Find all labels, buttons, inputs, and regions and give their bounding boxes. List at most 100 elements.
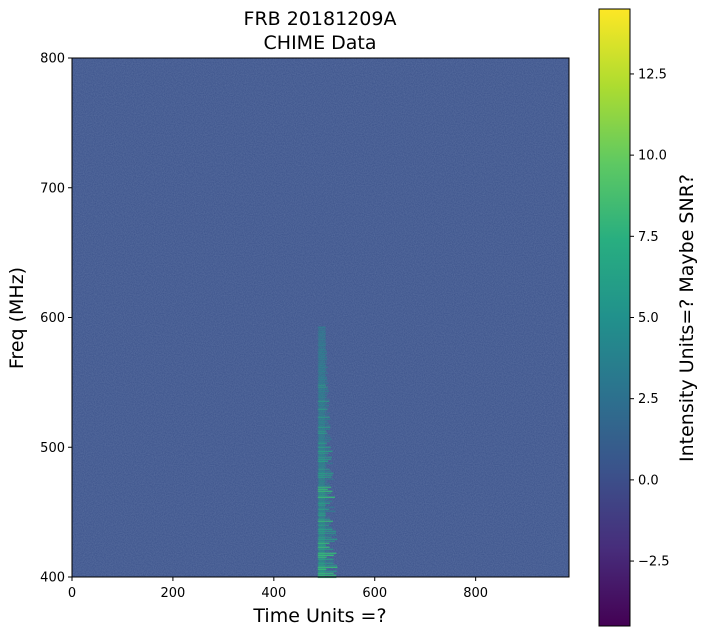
colorbar-label: Intensity Units=? Maybe SNR? [676, 174, 698, 462]
burst-streak [317, 490, 333, 493]
burst-streak [317, 380, 328, 383]
burst-streak [317, 362, 327, 365]
burst-streak [317, 334, 326, 337]
burst-streak [317, 536, 332, 539]
y-axis: 400 500 600 700 800 [40, 52, 72, 586]
chart-title-line1: FRB 20181209A [244, 8, 397, 30]
burst-streak [317, 556, 327, 559]
burst-streak [317, 390, 330, 393]
burst-streak [317, 476, 332, 479]
burst-streak [317, 506, 335, 509]
burst-streak [317, 442, 327, 445]
burst-streak [317, 428, 330, 431]
burst-streak [317, 444, 327, 447]
burst-streak [317, 514, 326, 517]
burst-streak [317, 456, 332, 459]
burst-streak [317, 440, 330, 443]
burst-streak [317, 492, 332, 495]
burst-streak [317, 414, 329, 417]
burst-streak [317, 408, 328, 411]
burst-streak [317, 346, 326, 349]
burst-streak [317, 526, 332, 529]
burst-streak [317, 508, 330, 511]
colorbar-gradient [599, 9, 630, 626]
burst-streak [317, 424, 331, 427]
burst-streak [317, 568, 327, 571]
x-axis-label: Time Units =? [252, 605, 386, 627]
burst-streak [317, 326, 326, 329]
burst-streak [317, 400, 330, 403]
burst-streak [317, 404, 330, 407]
burst-streak [317, 382, 329, 385]
burst-streak [317, 394, 327, 397]
burst-streak [317, 358, 328, 361]
burst-streak [317, 504, 326, 507]
burst-streak [317, 462, 333, 465]
burst-streak [317, 372, 328, 375]
burst-streak [317, 478, 335, 481]
plot-area [71, 57, 570, 579]
colorbar-tick-label: 5.0 [638, 311, 659, 326]
y-tick-label: 800 [40, 52, 65, 67]
colorbar-tick-label: 7.5 [638, 230, 659, 245]
burst-streak [317, 338, 326, 341]
colorbar-ticks: −2.5 0.0 2.5 5.0 7.5 10.0 12.5 [630, 67, 670, 570]
burst-streak [317, 562, 334, 565]
burst-streak [317, 468, 330, 471]
burst-streak [317, 410, 328, 413]
x-tick-label: 800 [463, 586, 488, 601]
burst-streak [317, 336, 327, 339]
burst-streak [317, 518, 331, 521]
burst-streak [317, 542, 330, 545]
burst-streak [317, 538, 338, 541]
burst-streak [317, 552, 337, 555]
burst-streak [317, 376, 328, 379]
burst-streak [317, 480, 327, 483]
burst-streak [317, 370, 327, 373]
burst-streak [317, 432, 328, 435]
burst-streak [317, 446, 331, 449]
burst-streak [317, 498, 329, 501]
burst-streak [317, 566, 338, 569]
burst-streak [317, 330, 326, 333]
burst-streak [317, 454, 328, 457]
burst-streak [317, 422, 329, 425]
burst-streak [317, 488, 328, 491]
burst-streak [317, 484, 331, 487]
burst-streak [317, 528, 333, 531]
burst-streak [317, 450, 333, 453]
burst-streak [317, 460, 328, 463]
burst-streak [317, 436, 331, 439]
burst-streak [317, 464, 327, 467]
burst-streak [317, 534, 337, 537]
burst-streak [317, 396, 327, 399]
burst-streak [317, 472, 334, 475]
burst-streak [317, 398, 330, 401]
burst-streak [317, 402, 328, 405]
burst-streak [317, 434, 330, 437]
burst-streak [317, 486, 332, 489]
burst-streak [317, 388, 329, 391]
burst-streak [317, 470, 331, 473]
y-tick-label: 400 [40, 571, 65, 586]
burst-streak [317, 340, 327, 343]
burst-streak [317, 474, 333, 477]
burst-streak [317, 356, 328, 359]
burst-streak [317, 430, 327, 433]
burst-streak [317, 332, 327, 335]
colorbar-tick-label: 10.0 [638, 149, 667, 164]
frb-burst [317, 326, 338, 579]
burst-streak [317, 438, 332, 441]
burst-streak [317, 548, 334, 551]
burst-streak [317, 426, 331, 429]
burst-streak [317, 406, 329, 409]
burst-streak [317, 532, 336, 535]
burst-streak [317, 368, 327, 371]
burst-streak [317, 574, 337, 577]
burst-streak [317, 502, 330, 505]
y-tick-label: 600 [40, 311, 65, 326]
burst-streak [317, 512, 326, 515]
burst-streak [317, 378, 328, 381]
burst-streak [317, 550, 330, 553]
burst-streak [317, 384, 327, 387]
